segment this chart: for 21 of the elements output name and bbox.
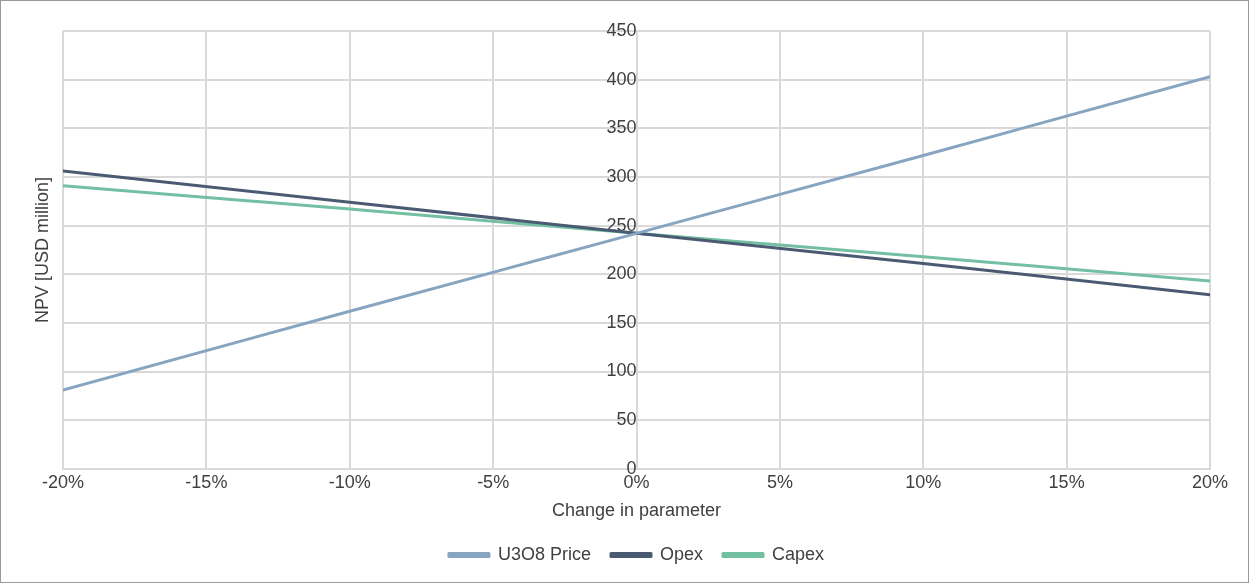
legend-label: Opex <box>659 543 704 564</box>
x-tick-label: -5% <box>477 471 510 492</box>
x-tick-label: -10% <box>328 471 371 492</box>
x-axis-title: Change in parameter <box>551 500 722 521</box>
y-tick-label: 100 <box>606 360 637 381</box>
x-tick-label: 15% <box>1048 471 1085 492</box>
y-tick-label: 200 <box>606 263 637 284</box>
legend-label: U3O8 Price <box>497 543 591 564</box>
x-tick-label: 20% <box>1191 471 1229 492</box>
y-tick-label: 400 <box>606 68 637 89</box>
x-tick-label: -15% <box>185 471 228 492</box>
y-tick-label: 150 <box>606 311 637 332</box>
y-tick-label: 50 <box>616 409 637 430</box>
x-tick-label: -20% <box>41 471 85 492</box>
y-tick-label: 450 <box>606 19 637 40</box>
legend-label: Capex <box>772 543 825 564</box>
x-tick-label: 10% <box>905 471 942 492</box>
x-tick-label: 5% <box>766 471 793 492</box>
y-tick-label: 300 <box>606 165 637 186</box>
y-tick-label: 350 <box>606 117 637 138</box>
y-axis-title: NPV [USD million] <box>31 176 52 323</box>
